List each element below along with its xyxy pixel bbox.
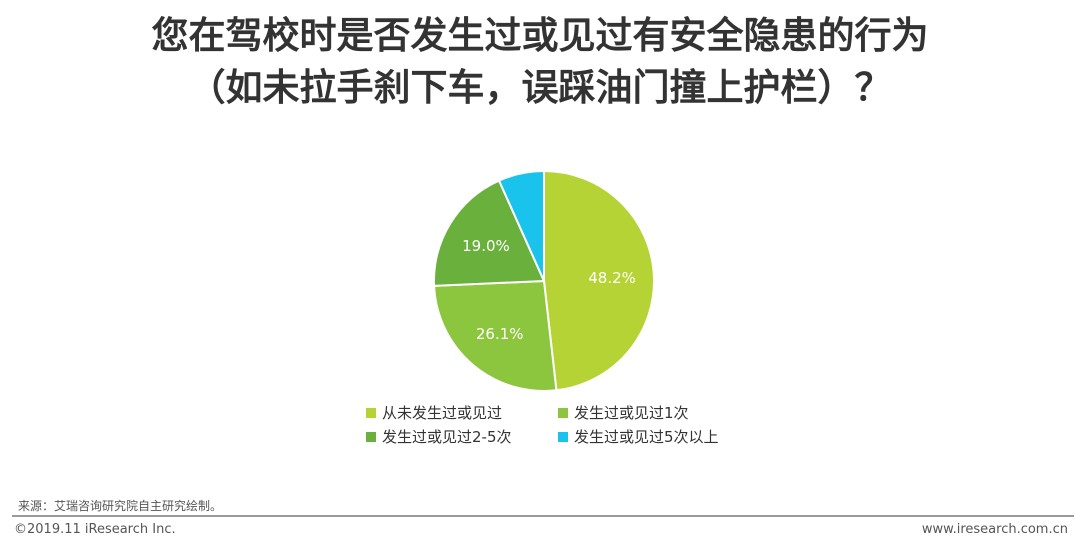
footer-divider (12, 515, 1074, 517)
legend-item-2-5: 发生过或见过2-5次 (366, 426, 512, 447)
legend-swatch (366, 407, 376, 418)
legend-item-never: 从未发生过或见过 (366, 402, 502, 423)
pie-data-label: 6.7% (511, 158, 549, 176)
pie-slices (433, 169, 655, 392)
legend-label: 发生过或见过2-5次 (382, 428, 512, 446)
source-note: 来源：艾瑞咨询研究院自主研究绘制。 (18, 499, 223, 513)
legend-label: 发生过或见过5次以上 (574, 428, 719, 446)
pie-labels: 48.2% 26.1% 19.0% 6.7% (462, 158, 636, 343)
pie-data-label: 19.0% (462, 237, 510, 255)
chart-title: 您在驾校时是否发生过或见过有安全隐患的行为 （如未拉手刹下车，误踩油门撞上护栏）… (0, 10, 1080, 114)
pie-data-label: 26.1% (476, 325, 524, 343)
legend-swatch (558, 407, 568, 418)
legend-item-5-plus: 发生过或见过5次以上 (558, 426, 719, 447)
title-line-2: （如未拉手刹下车，误踩油门撞上护栏）？ (188, 66, 892, 109)
title-line-1: 您在驾校时是否发生过或见过有安全隐患的行为 (151, 14, 929, 57)
pie-slice-once (433, 279, 558, 392)
pie-slice-2-5 (433, 179, 546, 287)
copyright: ©2019.11 iResearch Inc. (14, 522, 176, 537)
pie-slice-never (543, 169, 655, 392)
pie-data-label: 48.2% (588, 269, 636, 287)
legend-swatch (366, 431, 376, 442)
legend-label: 从未发生过或见过 (382, 404, 503, 422)
legend-item-once: 发生过或见过1次 (558, 402, 689, 423)
website: www.iresearch.com.cn (921, 522, 1068, 537)
legend-label: 发生过或见过1次 (574, 404, 689, 422)
pie-slice-5-plus (497, 169, 545, 282)
legend-swatch (558, 431, 568, 442)
